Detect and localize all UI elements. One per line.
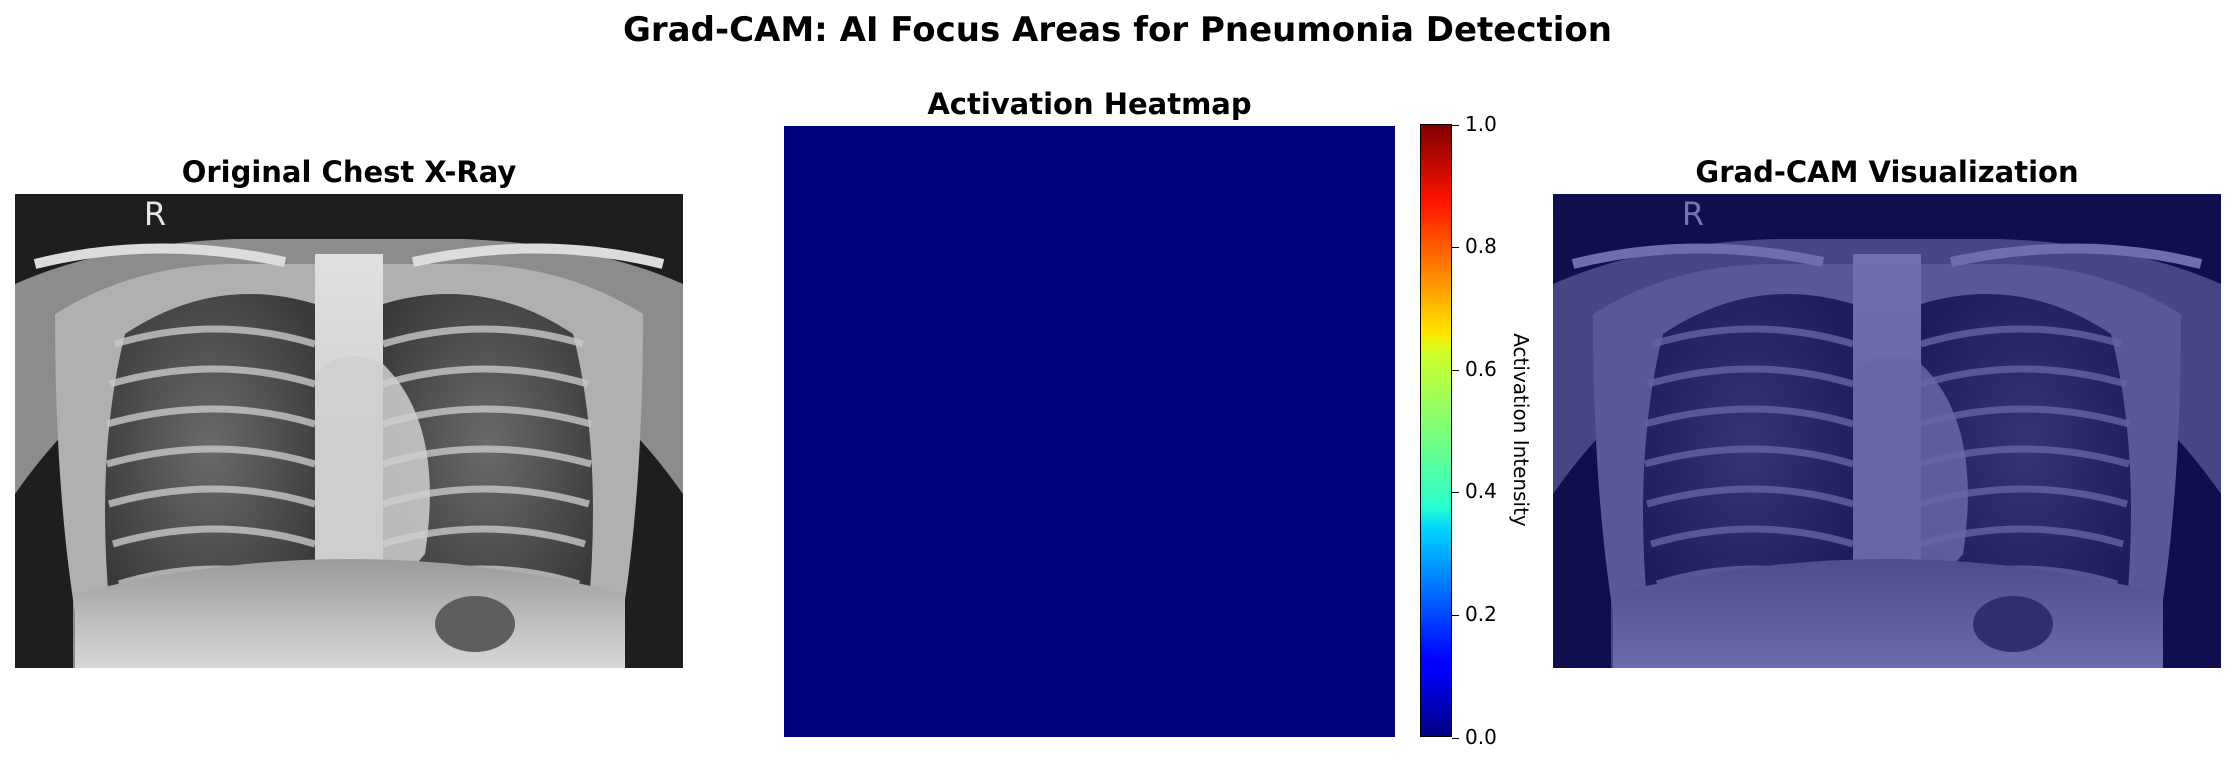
panel-title-gradcam: Grad-CAM Visualization bbox=[1695, 155, 2079, 189]
panel-title-original: Original Chest X-Ray bbox=[181, 155, 517, 189]
gradcam-overlay-tint bbox=[1553, 194, 2221, 668]
colorbar-tick-1: 0.2 bbox=[1452, 604, 1497, 624]
figure-title: Grad-CAM: AI Focus Areas for Pneumonia D… bbox=[623, 10, 1612, 50]
colorbar-tick-0: 0.0 bbox=[1452, 727, 1497, 747]
colorbar-label: Activation Intensity bbox=[1509, 333, 1533, 527]
xray-figure: R bbox=[15, 194, 683, 668]
colorbar-tick-4: 0.8 bbox=[1452, 236, 1497, 256]
panel-title-heatmap: Activation Heatmap bbox=[927, 87, 1252, 121]
colorbar-tick-3: 0.6 bbox=[1452, 359, 1497, 379]
activation-heatmap bbox=[784, 126, 1395, 737]
colorbar-tick-5: 1.0 bbox=[1452, 114, 1497, 134]
gradcam-overlay-image: R bbox=[1553, 194, 2221, 668]
colorbar bbox=[1420, 124, 1452, 737]
original-xray-image: R bbox=[15, 194, 683, 668]
xray-marker-letter: R bbox=[144, 195, 166, 233]
colorbar-tick-2: 0.4 bbox=[1452, 481, 1497, 501]
